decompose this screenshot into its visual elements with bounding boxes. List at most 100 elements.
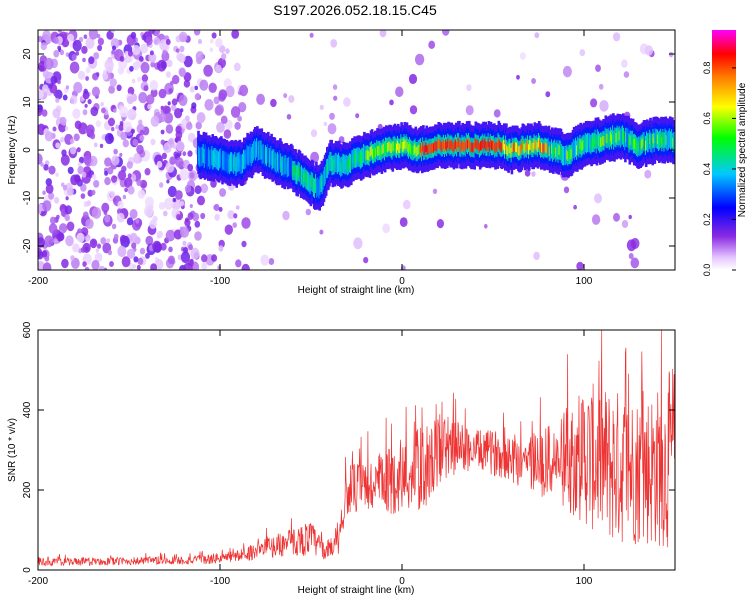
bottom-x-tick-label: -200 — [28, 576, 48, 587]
spectrogram-noise-cell — [52, 126, 57, 132]
top-x-tick-label: 100 — [576, 276, 593, 287]
spectrogram-noise-cell — [55, 172, 59, 177]
spectrogram-noise-cell — [70, 146, 77, 155]
bottom-x-tick-label: 100 — [576, 576, 593, 587]
bottom-x-tick-label: -100 — [210, 576, 230, 587]
colorbar: 0.0 0.2 0.4 0.6 0.8 Normalized spectral ampl… — [702, 30, 748, 276]
spectrogram-noise-cell — [223, 129, 232, 139]
spectrogram-noise-cell — [85, 237, 90, 242]
spectrogram-noise-cell — [91, 259, 100, 270]
spectrogram-noise-cell — [89, 238, 98, 249]
spectrogram-noise-cell — [121, 256, 131, 268]
spectrogram-noise-cell — [428, 40, 436, 49]
spectrogram-noise-cell — [174, 108, 183, 119]
spectrogram-noise-cell — [191, 102, 197, 109]
spectrogram-noise-cell — [183, 55, 193, 68]
top-x-ticks: -200 -100 0 100 — [28, 30, 593, 287]
spectrogram-noise-cell — [108, 85, 115, 94]
spectrogram-noise-cell — [133, 256, 139, 263]
spectrogram-noise-cell — [137, 189, 146, 199]
spectrogram-noise-cell — [162, 49, 167, 56]
spectrogram-noise-cell — [215, 38, 223, 48]
spectrogram-noise-cell — [131, 78, 136, 84]
spectrogram-noise-cell — [146, 94, 155, 105]
top-x-tick-label: -100 — [210, 276, 230, 287]
spectrogram-noise-cell — [327, 123, 337, 135]
spectrogram-noise-cell — [199, 79, 209, 91]
spectrogram-noise-cell — [65, 196, 69, 201]
spectrogram-noise-cell — [65, 85, 69, 90]
spectrogram-noise-cell — [119, 106, 129, 118]
spectrogram-noise-cell — [116, 212, 125, 223]
spectrogram-noise-cell — [220, 115, 228, 125]
spectrogram-noise-cell — [170, 80, 174, 86]
spectrogram-noise-cell — [156, 160, 163, 168]
spectrogram-noise-cell — [73, 133, 80, 142]
spectrogram-noise-cell — [179, 169, 189, 181]
spectrogram-noise-cell — [234, 121, 241, 130]
snr-series-line — [38, 330, 675, 567]
spectrogram-noise-cell — [162, 105, 170, 114]
spectrogram-noise-cell — [168, 88, 173, 94]
spectrogram-noise-cell — [157, 230, 163, 239]
spectrogram-noise-cell — [44, 131, 54, 142]
spectrogram-noise-cell — [213, 203, 220, 212]
spectrogram-noise-cell — [138, 92, 148, 104]
spectrogram-noise-cell — [132, 138, 139, 147]
spectrogram-noise-cell — [159, 182, 164, 188]
spectrogram-noise-cell — [76, 147, 81, 153]
spectrogram-noise-cell — [92, 73, 98, 80]
spectrogram-noise-cell — [180, 108, 184, 113]
colorbar-tick-label: 0.6 — [702, 112, 712, 125]
spectrogram-noise-cell — [163, 112, 174, 124]
spectrogram-noise-cell — [187, 132, 196, 143]
snr-frame — [37, 329, 676, 571]
spectrogram-noise-cell — [194, 220, 201, 228]
spectrogram-noise-cell — [55, 97, 60, 103]
spectrogram-noise-cell — [201, 262, 208, 270]
spectrogram-noise-cell — [150, 61, 156, 68]
spectrogram-noise-cell — [131, 128, 135, 134]
spectrogram-noise-cell — [190, 247, 200, 260]
spectrogram-noise-cell — [309, 32, 314, 38]
spectrogram-noise-cell — [111, 155, 120, 166]
spectrogram-noise-cell — [130, 31, 137, 39]
spectrogram-noise-cell — [111, 126, 115, 132]
spectrogram-noise-cell — [231, 30, 240, 39]
spectrogram-noise-cell — [256, 93, 265, 105]
bottom-x-axis-label: Height of straight line (km) — [298, 585, 415, 596]
spectrogram-noise-cell — [644, 169, 652, 179]
spectrogram-noise-cell — [213, 96, 220, 105]
spectrogram-noise-cell — [43, 164, 49, 171]
spectrogram-noise-cell — [39, 123, 43, 128]
spectrogram-noise-cell — [192, 212, 200, 222]
spectrogram-noise-cell — [85, 218, 94, 229]
spectrogram-noise-cell — [118, 123, 125, 131]
spectrogram-noise-cell — [50, 75, 58, 85]
spectrogram-noise-cell — [185, 115, 190, 122]
spectrogram-noise-cell — [210, 179, 217, 188]
spectrogram-noise-cell — [65, 52, 70, 57]
spectrogram-noise-cell — [186, 122, 193, 131]
spectrogram-noise-cell — [82, 211, 89, 219]
spectrogram-noise-cell — [237, 115, 243, 122]
spectrogram-noise-cell — [38, 237, 45, 248]
spectrogram-noise-cell — [59, 49, 65, 56]
spectrogram-noise-cell — [612, 32, 621, 42]
spectrogram-noise-cell — [319, 229, 324, 235]
top-y-axis-label: Frequency (Hz) — [7, 116, 18, 185]
spectrogram-noise-cell — [432, 188, 438, 194]
spectrogram-noise-cell — [189, 172, 195, 179]
spectrogram-noise-cell — [138, 56, 144, 62]
spectrogram-noise-cell — [64, 214, 70, 222]
spectrogram-noise-cell — [178, 68, 186, 77]
spectrogram-noise-cell — [81, 171, 87, 178]
top-y-ticks: -20 -10 0 10 20 — [22, 48, 675, 253]
spectrogram-noise-cell — [590, 98, 598, 108]
spectrogram-noise-cell — [73, 81, 83, 94]
spectrogram-noise-cell — [84, 103, 88, 108]
spectrogram-noise-cell — [333, 95, 338, 101]
spectrogram-noise-cell — [42, 190, 46, 195]
spectrogram-noise-cell — [260, 254, 270, 266]
spectrogram-noise-cell — [197, 38, 203, 45]
